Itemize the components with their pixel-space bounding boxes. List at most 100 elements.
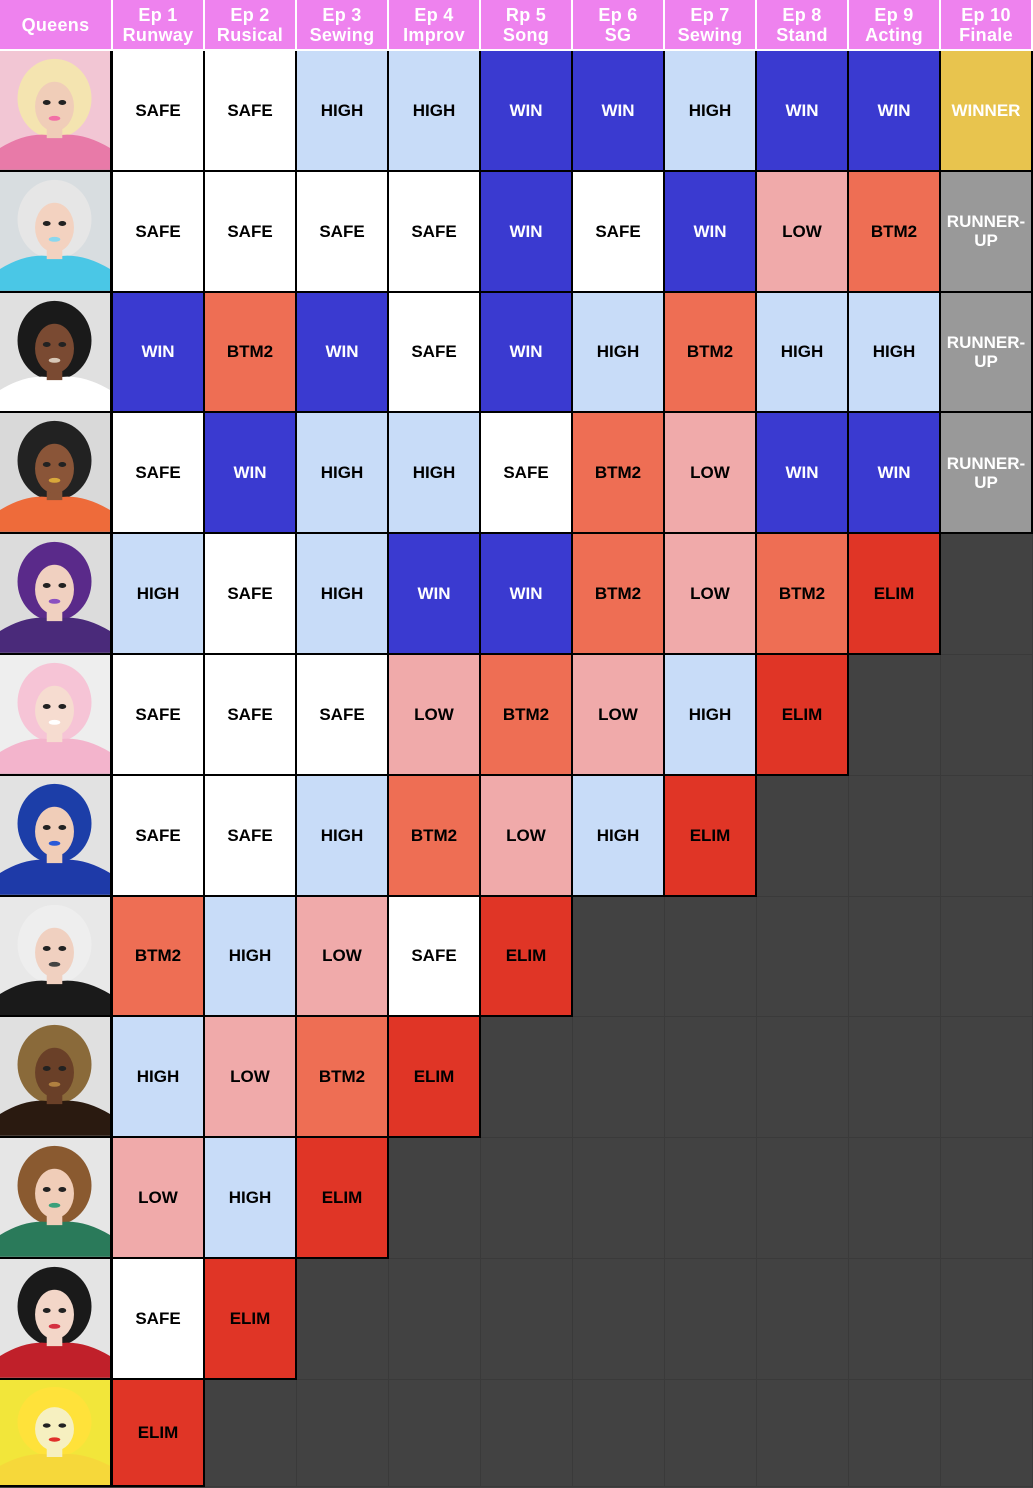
empty-cell	[573, 1017, 665, 1139]
queen-portrait-image	[0, 775, 110, 895]
result-cell: BTM2	[205, 292, 297, 414]
result-cell: HIGH	[665, 51, 757, 172]
result-cell: SAFE	[389, 292, 481, 414]
result-cell: SAFE	[113, 51, 205, 172]
result-label: RUNNER-UP	[946, 332, 1026, 371]
empty-cell	[849, 1017, 941, 1139]
result-cell: WIN	[665, 171, 757, 293]
queen-photo-11	[0, 1258, 113, 1380]
queen-portrait-image	[0, 654, 110, 774]
episode-number: Ep 6	[598, 4, 638, 25]
result-cell: HIGH	[573, 292, 665, 414]
queen-photo-10	[0, 1138, 113, 1259]
result-cell: LOW	[389, 654, 481, 776]
empty-cell	[573, 1258, 665, 1380]
result-cell: BTM2	[113, 896, 205, 1018]
empty-cell	[757, 896, 849, 1018]
empty-cell	[665, 1379, 757, 1487]
result-cell: RUNNER-UP	[941, 292, 1033, 414]
empty-cell	[757, 775, 849, 897]
empty-cell	[849, 775, 941, 897]
result-cell: SAFE	[297, 171, 389, 293]
empty-cell	[849, 654, 941, 776]
result-cell: WIN	[481, 292, 573, 414]
empty-cell	[481, 1017, 573, 1139]
empty-cell	[481, 1138, 573, 1259]
result-cell: BTM2	[297, 1017, 389, 1139]
result-cell: HIGH	[297, 534, 389, 655]
header-episode-1: Ep 1 Runway	[113, 0, 205, 51]
empty-cell	[481, 1379, 573, 1487]
queen-photo-7	[0, 775, 113, 897]
result-cell: HIGH	[113, 1017, 205, 1139]
empty-cell	[481, 1258, 573, 1380]
result-cell: RUNNER-UP	[941, 171, 1033, 293]
episode-number: Ep 10	[961, 4, 1011, 25]
empty-cell	[389, 1138, 481, 1259]
result-cell: WIN	[849, 51, 941, 172]
result-cell: WIN	[573, 51, 665, 172]
header-queens-label: Queens	[21, 14, 90, 35]
result-cell: BTM2	[665, 292, 757, 414]
empty-cell	[941, 1258, 1033, 1380]
result-cell: SAFE	[113, 654, 205, 776]
result-cell: WINNER	[941, 51, 1033, 172]
result-cell: LOW	[665, 413, 757, 535]
result-cell: HIGH	[757, 292, 849, 414]
result-cell: ELIM	[757, 654, 849, 776]
result-cell: LOW	[481, 775, 573, 897]
result-cell: BTM2	[481, 654, 573, 776]
result-cell: SAFE	[205, 171, 297, 293]
result-cell: SAFE	[205, 534, 297, 655]
result-label: RUNNER-UP	[946, 453, 1026, 492]
result-cell: LOW	[205, 1017, 297, 1139]
result-cell: HIGH	[297, 413, 389, 535]
empty-cell	[849, 1138, 941, 1259]
episode-number: Rp 5	[505, 4, 547, 25]
empty-cell	[665, 1017, 757, 1139]
result-cell: BTM2	[573, 413, 665, 535]
result-cell: BTM2	[757, 534, 849, 655]
queen-photo-9	[0, 1017, 113, 1139]
header-episode-6: Ep 6 SG	[573, 0, 665, 51]
queen-photo-12	[0, 1379, 113, 1487]
result-cell: HIGH	[665, 654, 757, 776]
episode-number: Ep 4	[414, 4, 454, 25]
result-cell: SAFE	[297, 654, 389, 776]
result-cell: WIN	[481, 51, 573, 172]
episode-name: SG	[604, 24, 632, 45]
empty-cell	[573, 896, 665, 1018]
episode-name: Acting	[865, 24, 923, 45]
result-cell: WIN	[757, 413, 849, 535]
result-cell: LOW	[113, 1138, 205, 1259]
episode-number: Ep 2	[230, 4, 270, 25]
result-cell: SAFE	[113, 775, 205, 897]
empty-cell	[941, 1138, 1033, 1259]
result-cell: WIN	[297, 292, 389, 414]
result-cell: HIGH	[573, 775, 665, 897]
result-cell: BTM2	[573, 534, 665, 655]
empty-cell	[941, 654, 1033, 776]
result-cell: SAFE	[205, 654, 297, 776]
empty-cell	[573, 1138, 665, 1259]
episode-name: Sewing	[309, 24, 375, 45]
queen-portrait-image	[0, 534, 110, 653]
result-cell: HIGH	[849, 292, 941, 414]
result-cell: LOW	[757, 171, 849, 293]
empty-cell	[941, 1017, 1033, 1139]
queen-photo-2	[0, 171, 113, 293]
episode-number: Ep 9	[874, 4, 914, 25]
empty-cell	[757, 1379, 849, 1487]
result-cell: ELIM	[297, 1138, 389, 1259]
header-episode-5: Rp 5 Song	[481, 0, 573, 51]
result-cell: HIGH	[297, 51, 389, 172]
result-cell: SAFE	[113, 1258, 205, 1380]
header-episode-2: Ep 2 Rusical	[205, 0, 297, 51]
queen-portrait-image	[0, 896, 110, 1016]
result-cell: HIGH	[389, 51, 481, 172]
episode-name: Sewing	[677, 24, 743, 45]
header-episode-9: Ep 9 Acting	[849, 0, 941, 51]
result-cell: SAFE	[573, 171, 665, 293]
episode-name: Stand	[776, 24, 828, 45]
